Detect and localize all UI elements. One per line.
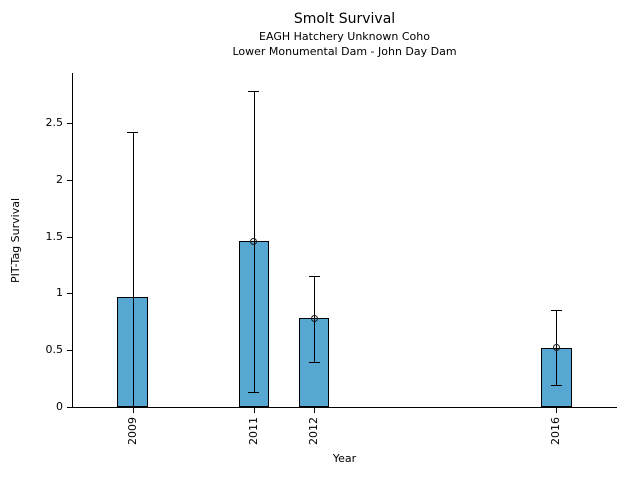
chart-subtitle-line1: EAGH Hatchery Unknown Coho xyxy=(259,30,430,43)
point-marker-2011 xyxy=(250,237,258,245)
y-tick xyxy=(67,122,72,124)
error-cap-top-2016 xyxy=(550,310,562,312)
error-cap-top-2011 xyxy=(248,91,260,93)
error-cap-top-2009 xyxy=(127,132,139,134)
y-axis-line xyxy=(72,73,73,408)
y-tick-label: 1 xyxy=(56,286,63,300)
error-cap-bottom-2016 xyxy=(550,385,562,387)
y-tick xyxy=(67,236,72,238)
y-tick xyxy=(67,179,72,181)
x-tick-label-2016: 2016 xyxy=(549,417,563,445)
error-cap-top-2012 xyxy=(308,276,320,278)
y-tick xyxy=(67,350,72,352)
y-tick-label: 2 xyxy=(56,172,63,186)
error-cap-bottom-2011 xyxy=(248,392,260,394)
y-tick-label: 0.5 xyxy=(45,343,64,357)
x-tick-2009 xyxy=(132,408,134,413)
bar-2016 xyxy=(541,347,572,407)
x-tick-2011 xyxy=(253,408,255,413)
x-tick-2012 xyxy=(314,408,316,413)
x-axis-line xyxy=(71,407,617,408)
error-cap-bottom-2012 xyxy=(308,361,320,363)
x-axis-label: Year xyxy=(332,452,357,465)
x-tick-label-2012: 2012 xyxy=(307,417,321,445)
point-marker-2016 xyxy=(552,344,560,352)
x-tick-label-2011: 2011 xyxy=(246,417,260,445)
error-cap-bottom-2009 xyxy=(127,407,139,408)
y-tick-label: 0 xyxy=(56,400,63,413)
bar-2012 xyxy=(299,318,330,407)
bar-2011 xyxy=(238,241,269,407)
y-tick-label: 1.5 xyxy=(45,229,64,243)
chart-title: Smolt Survival xyxy=(293,11,396,27)
x-tick-label-2009: 2009 xyxy=(125,417,139,445)
point-marker-2012 xyxy=(310,314,318,322)
error-line-2009 xyxy=(132,132,134,407)
x-tick-2016 xyxy=(556,408,558,413)
y-tick xyxy=(67,407,72,408)
y-tick xyxy=(67,293,72,295)
chart-subtitle-line2: Lower Monumental Dam - John Day Dam xyxy=(232,45,457,58)
y-tick-label: 2.5 xyxy=(45,115,64,129)
bar-2009 xyxy=(117,296,148,407)
